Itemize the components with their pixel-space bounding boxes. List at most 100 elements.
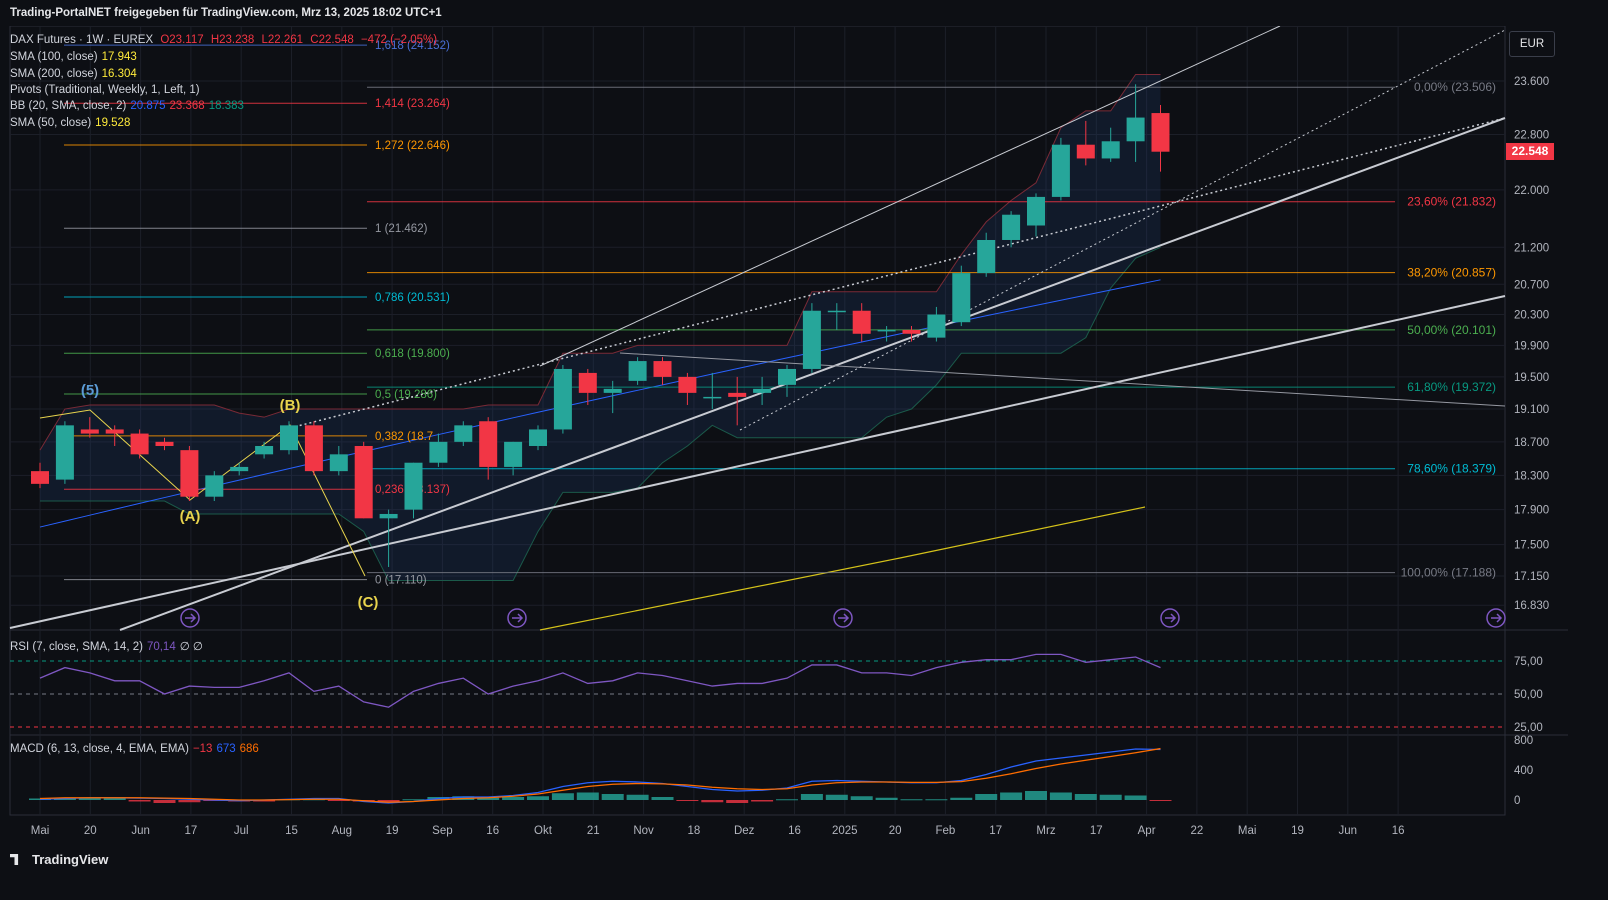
candle: [230, 462, 249, 476]
price-tick-label: 20.700: [1514, 279, 1549, 291]
pivot-circle: [180, 608, 200, 628]
macd-tick-label: 400: [1514, 765, 1533, 777]
time-tick-label: Mai: [31, 825, 50, 837]
currency-button[interactable]: EUR: [1509, 31, 1555, 57]
macd-signal-value: 686: [239, 743, 259, 755]
candle: [703, 372, 722, 410]
candle: [1051, 137, 1070, 201]
trendline: [9, 295, 1506, 629]
macd-hist-bar: [1049, 792, 1072, 800]
candle: [280, 421, 298, 455]
wave-label: (C): [358, 594, 379, 611]
macd-hist-bar: [78, 797, 101, 800]
price-tick-label: 18.700: [1514, 437, 1549, 449]
pivot-marker-icon: [180, 608, 200, 628]
candle-body: [504, 441, 523, 467]
price-tick-label: 17.150: [1514, 571, 1549, 583]
macd-value: 673: [216, 743, 236, 755]
legend-sma100[interactable]: SMA (100, close) 17.943: [10, 51, 137, 63]
trendlines: [9, 25, 1506, 631]
candle-body: [280, 425, 298, 451]
rsi-tick-label: 50,00: [1514, 689, 1543, 701]
sma100-line: [539, 506, 1146, 631]
rsi-pane: 75,00 50,00 25,00: [10, 653, 1543, 734]
candle-body: [31, 471, 49, 484]
candle: [877, 326, 896, 342]
macd-hist-bar: [800, 794, 823, 800]
candle-body: [902, 329, 921, 334]
time-tick-label: Mai: [1238, 825, 1257, 837]
bollinger-lower: [40, 246, 1161, 582]
time-tick-label: 19: [386, 825, 399, 837]
candle-body: [1051, 144, 1070, 197]
macd-hist-bar: [726, 800, 749, 803]
candle-body: [977, 239, 996, 274]
candle: [329, 445, 348, 476]
fib-level-label: 0,00% (23.506): [1414, 80, 1496, 94]
price-tick-label: 22.800: [1514, 129, 1549, 141]
pivot-circle: [1486, 608, 1506, 628]
price-chart[interactable]: 23.600 22.800 22.000 21.200 20.700 20.300 19.9…: [0, 0, 1568, 878]
candle-body: [877, 329, 896, 332]
pivot-marker-icon: [833, 608, 853, 628]
time-tick-label: 17: [1090, 825, 1103, 837]
fib-level-label: 1,272 (22.646): [375, 140, 450, 152]
legend-bb[interactable]: BB (20, SMA, close, 2) 20.875 23.368 18.383: [10, 100, 244, 112]
pivot-arrow: [838, 613, 850, 623]
macd-hist-bar: [153, 800, 176, 803]
legend-symbol: DAX Futures · 1W · EUREX O23.117 H23.238…: [10, 34, 437, 46]
macd-hist-bar: [626, 794, 649, 800]
rsi-extra: ∅ ∅: [179, 641, 203, 653]
candle-body: [529, 429, 547, 446]
pivot-marker-icon: [1160, 608, 1180, 628]
macd-hist-bar: [502, 797, 525, 800]
legend-sma50[interactable]: SMA (50, close) 19.528: [10, 117, 130, 129]
candle-body: [230, 466, 249, 472]
candle-body: [404, 462, 423, 510]
dotted-trendline: [739, 29, 1506, 431]
candle-body: [55, 425, 74, 480]
time-tick-label: Feb: [935, 825, 955, 837]
time-tick-label: Aug: [332, 825, 352, 837]
macd-hist-bar: [825, 794, 848, 800]
candle-body: [852, 310, 871, 334]
candle-body: [105, 429, 124, 434]
candle: [578, 368, 597, 405]
macd-hist-bar: [1124, 795, 1147, 800]
candle: [653, 357, 672, 385]
macd-hist-bar: [900, 799, 923, 801]
macd-hist-bar: [551, 793, 574, 800]
time-tick-label: 16: [1392, 825, 1405, 837]
candle: [479, 417, 498, 480]
fib-level-label: 78,60% (18.379): [1407, 462, 1496, 476]
legend-macd[interactable]: MACD (6, 13, close, 4, EMA, EMA) −13 673 68…: [10, 743, 259, 755]
legend-sma200[interactable]: SMA (200, close) 16.304: [10, 68, 137, 80]
time-tick-label: 22: [1191, 825, 1204, 837]
candle-body: [329, 454, 348, 472]
open-value: O23.117: [160, 34, 204, 46]
price-tick-label: 17.500: [1514, 540, 1549, 552]
pivot-circle: [507, 608, 527, 628]
candle-body: [205, 475, 224, 497]
candle-body: [1027, 196, 1045, 226]
high-value: H23.238: [210, 34, 255, 46]
candle: [1151, 104, 1170, 172]
candle: [603, 380, 622, 414]
candle-body: [155, 441, 174, 446]
macd-hist-bar: [975, 794, 998, 800]
pivot-arrow: [1491, 613, 1503, 623]
tradingview-logo[interactable]: TradingView: [10, 852, 108, 867]
candle-body: [1151, 113, 1170, 152]
candle: [827, 303, 846, 330]
pivot-circle: [1160, 608, 1180, 628]
macd-hist-value: −13: [192, 743, 213, 755]
candle: [553, 365, 572, 434]
candle-body: [678, 376, 697, 393]
price-tick-label: 21.200: [1514, 242, 1549, 254]
candle: [778, 365, 796, 397]
macd-signal-line: [39, 747, 1161, 803]
legend-rsi[interactable]: RSI (7, close, SMA, 14, 2) 70,14 ∅ ∅: [10, 639, 203, 653]
macd-hist-bar: [850, 796, 873, 800]
legend-pivots[interactable]: Pivots (Traditional, Weekly, 1, Left, 1): [10, 84, 200, 96]
bollinger-upper: [39, 73, 1161, 451]
